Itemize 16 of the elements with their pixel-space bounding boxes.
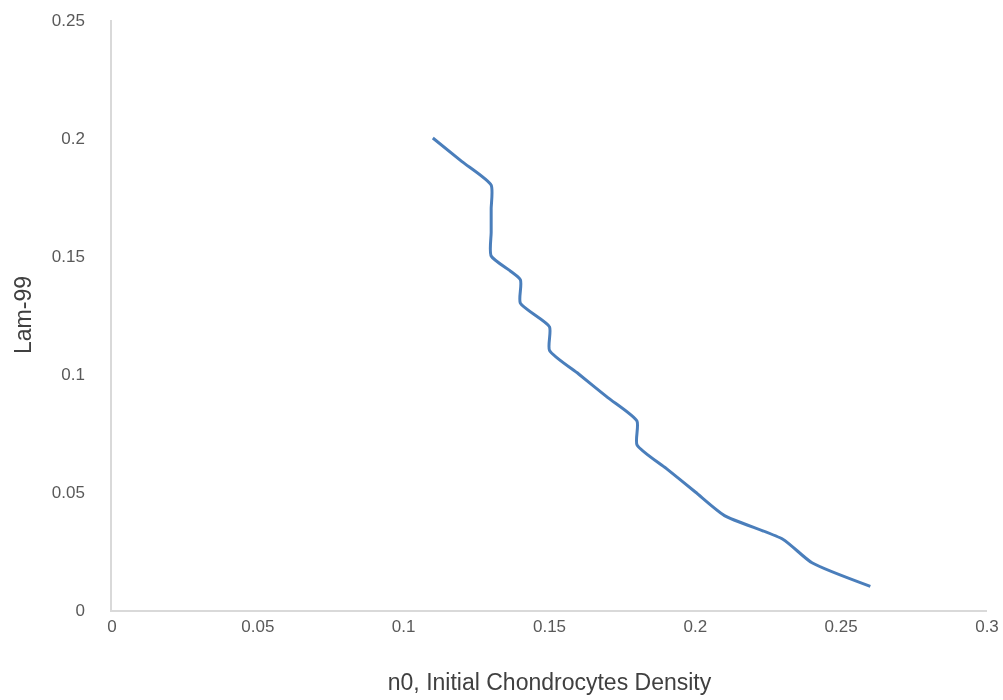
y-tick-label: 0.25	[51, 10, 85, 30]
x-axis-title: n0, Initial Chondrocytes Density	[387, 668, 712, 695]
y-tick-label: 0.05	[51, 482, 85, 502]
line-series	[431, 136, 872, 588]
x-tick-label: 0.1	[391, 617, 416, 637]
x-tick-label: 0.05	[241, 617, 275, 637]
x-tick-label: 0.2	[683, 617, 708, 637]
x-tick-label: 0.15	[532, 617, 567, 637]
y-axis-title: Lam-99	[9, 276, 36, 354]
y-tick-label: 0.15	[51, 246, 85, 266]
y-tick-label: 0.2	[61, 128, 85, 148]
x-tick-label: 0.25	[824, 617, 858, 637]
y-tick-label: 0.1	[61, 364, 85, 384]
x-tick-label: 0.3	[975, 617, 999, 637]
y-tick-label: 0	[75, 600, 85, 620]
x-tick-label: 0	[107, 617, 117, 637]
